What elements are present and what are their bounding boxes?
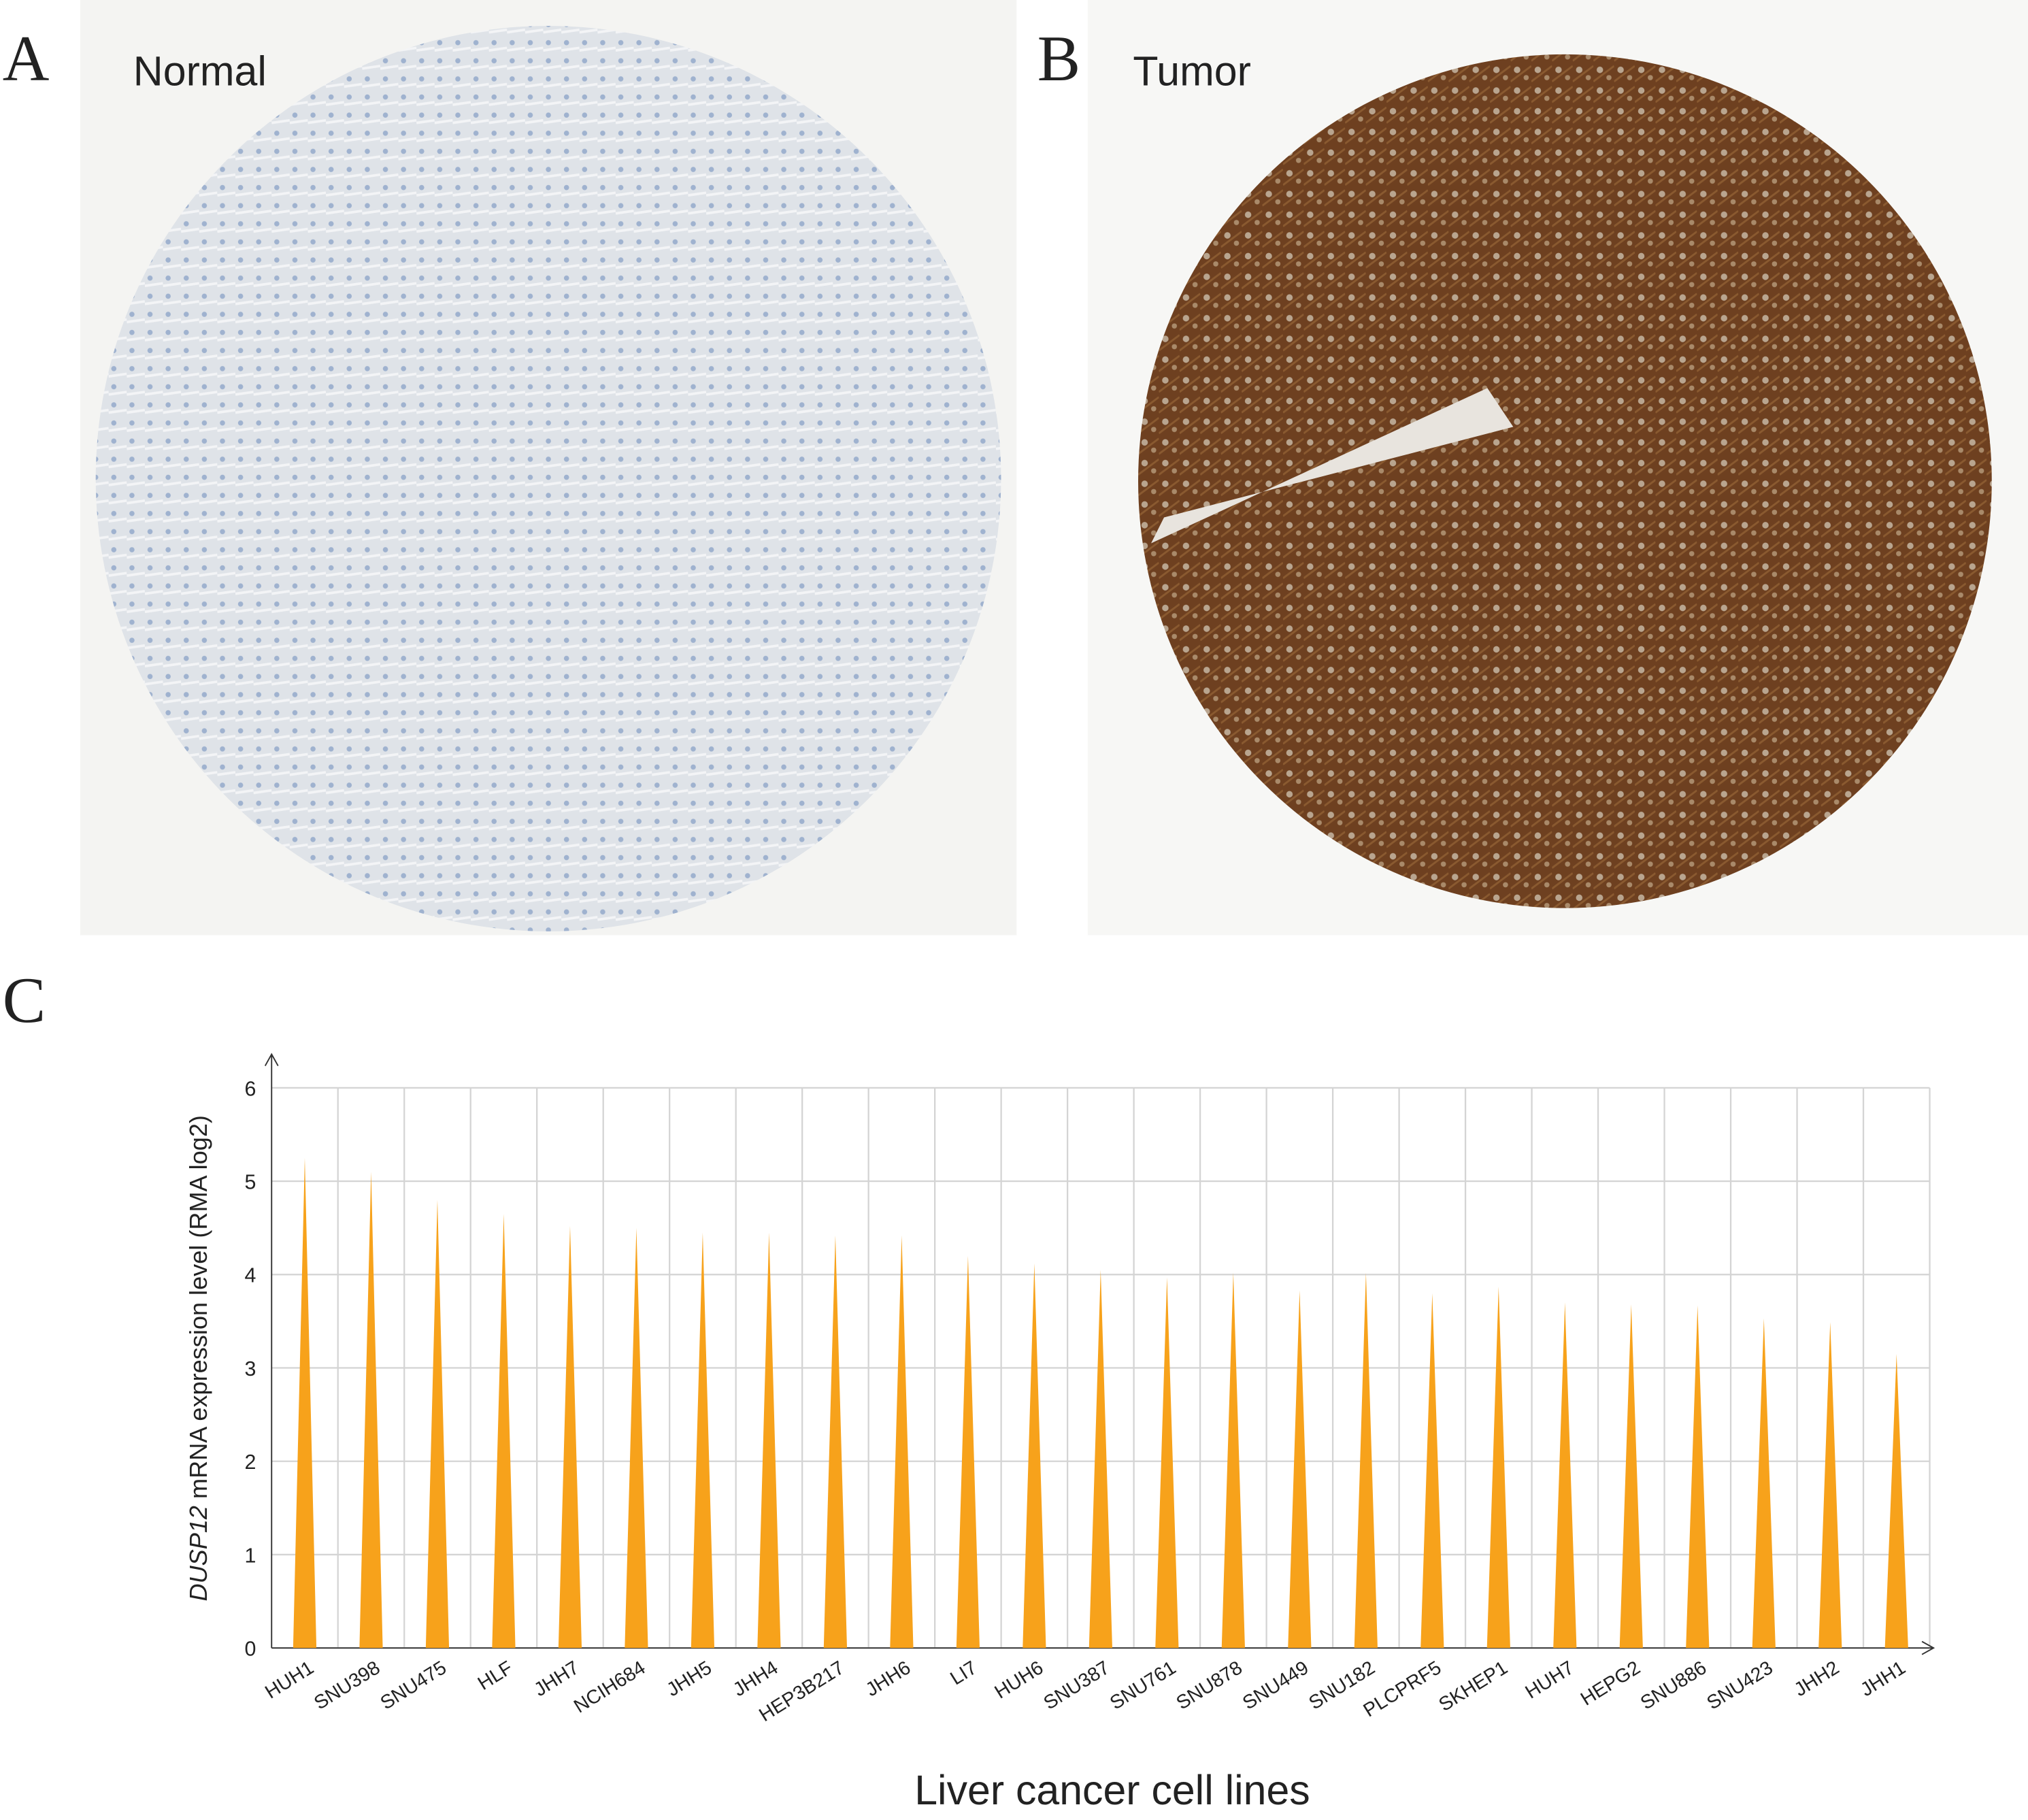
x-tick-label: JHH1: [1857, 1657, 1909, 1701]
panel-label: Normal: [133, 48, 267, 94]
tissue-normal: [95, 26, 1001, 931]
spike: [757, 1232, 781, 1649]
spike: [1884, 1353, 1908, 1649]
x-axis-label: Liver cancer cell lines: [914, 1767, 1310, 1813]
y-axis: [264, 1053, 279, 1649]
x-tick-label: JHH7: [530, 1657, 582, 1701]
y-axis-label-gene: DUSP12: [184, 1506, 212, 1602]
spike: [1354, 1272, 1378, 1649]
spike: [1155, 1277, 1179, 1649]
x-tick-label: HLF: [474, 1657, 517, 1695]
y-tick-label: 5: [245, 1171, 256, 1194]
x-tick-label: JHH4: [729, 1657, 782, 1701]
y-tick-label: 3: [245, 1357, 256, 1380]
x-tick-label: JHH6: [862, 1657, 914, 1701]
spike: [1619, 1304, 1643, 1649]
x-tick-label: SKHEP1: [1435, 1657, 1511, 1716]
spike: [425, 1199, 450, 1649]
x-tick-label: NCIH684: [570, 1657, 649, 1717]
spike: [1023, 1263, 1046, 1649]
x-tick-label: JHH2: [1791, 1657, 1843, 1701]
spike: [1818, 1322, 1842, 1649]
x-tick-label: HUH7: [1521, 1657, 1578, 1703]
y-tick-label: 2: [245, 1451, 256, 1474]
y-axis-label-text: mRNA expression level (RMA log2): [184, 1115, 212, 1506]
x-tick-label: HUH1: [261, 1657, 318, 1703]
stroma: [1151, 388, 1514, 544]
x-tick-label: SNU398: [310, 1657, 384, 1714]
spike: [1752, 1318, 1776, 1649]
x-tick-label: HUH6: [991, 1657, 1048, 1703]
spike: [890, 1235, 914, 1649]
spike: [1553, 1302, 1577, 1649]
spike: [823, 1235, 848, 1649]
x-tick-label: SNU761: [1106, 1657, 1180, 1714]
tissue-tumor: [1138, 54, 1992, 908]
x-tick-label: SNU886: [1637, 1657, 1710, 1714]
spike: [1420, 1293, 1444, 1649]
spike: [558, 1225, 582, 1649]
x-tick-label: JHH5: [663, 1657, 715, 1701]
panel-letter: A: [3, 22, 50, 95]
x-tick-label: SNU878: [1172, 1657, 1246, 1714]
spike: [691, 1232, 715, 1649]
x-tick-label: SNU449: [1239, 1657, 1312, 1714]
spike: [1486, 1287, 1510, 1649]
x-tick-label: SNU387: [1040, 1657, 1113, 1714]
spike: [293, 1157, 317, 1649]
spike: [1686, 1305, 1710, 1649]
x-tick-label: HEPG2: [1577, 1657, 1644, 1710]
y-tick-label: 6: [245, 1077, 256, 1100]
x-tick-label: LI7: [946, 1657, 981, 1689]
y-tick-label: 4: [245, 1264, 256, 1287]
y-tick-label: 1: [245, 1544, 256, 1567]
spike: [1088, 1270, 1112, 1649]
spike: [956, 1255, 980, 1649]
spike: [625, 1227, 648, 1649]
spike: [492, 1214, 516, 1649]
spike: [1288, 1290, 1312, 1649]
spike: [1221, 1272, 1245, 1649]
y-tick-label: 0: [245, 1638, 256, 1661]
spike: [359, 1172, 383, 1649]
y-axis-label: DUSP12 mRNA expression level (RMA log2): [184, 1115, 212, 1601]
panel-letter: C: [3, 964, 46, 1036]
x-tick-label: SNU423: [1703, 1657, 1776, 1714]
panel-label: Tumor: [1133, 48, 1250, 94]
x-tick-label: SNU475: [377, 1657, 450, 1714]
panel-letter: B: [1037, 22, 1080, 95]
